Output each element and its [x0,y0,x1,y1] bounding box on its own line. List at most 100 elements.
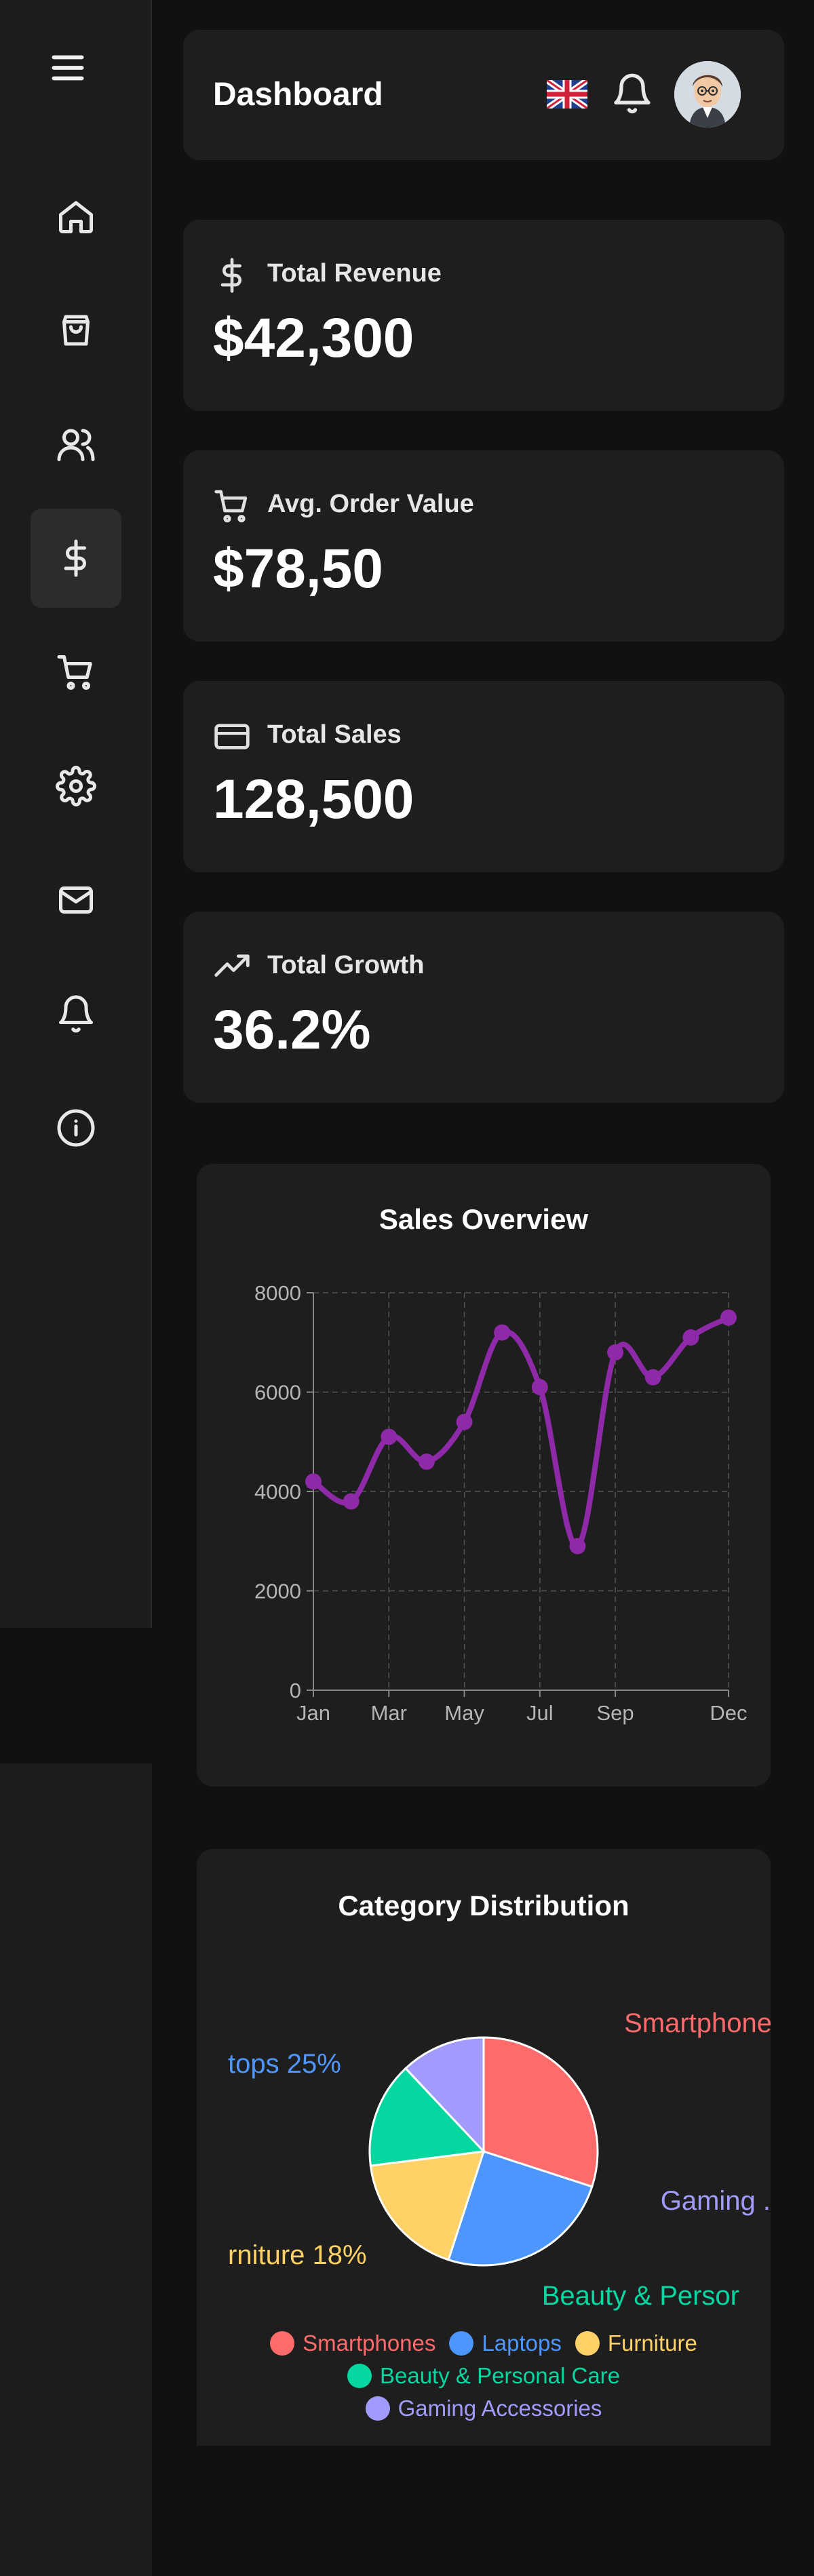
stat-value: $42,300 [213,307,414,369]
chart-title: Category Distribution [338,1890,629,1921]
stat-value: 36.2% [213,999,371,1061]
data-point [682,1329,699,1346]
data-point [607,1344,624,1361]
uk-flag-icon[interactable] [545,77,589,111]
slice-label: tops 25% [228,2049,341,2079]
legend-row: Beauty & Personal Care [197,2363,771,2389]
dollar-icon [213,256,251,294]
data-point [531,1379,548,1396]
data-point [456,1413,473,1430]
legend-row: Smartphones Laptops Furniture [197,2330,771,2356]
users-icon [57,429,95,461]
mail-icon [59,886,93,914]
credit-card-icon [213,718,251,756]
slice-label: Beauty & Persor [542,2281,739,2311]
stat-label: Total Growth [267,951,425,979]
bell-icon [59,995,93,1033]
legend-swatch [575,2331,600,2356]
x-tick-label: Mar [371,1701,407,1725]
data-point [343,1493,360,1510]
sidebar-item-home[interactable] [31,167,121,266]
x-tick-label: Sep [597,1701,634,1725]
legend-item[interactable]: Laptops [449,2330,562,2356]
pie-slice [369,2150,486,2261]
y-tick-label: 2000 [254,1580,301,1603]
legend-label: Laptops [482,2330,562,2356]
category-distribution-card: Category Distribution Smartphone tops 25%… [197,1849,771,2446]
sidebar-item-sales[interactable] [31,509,121,608]
notification-button[interactable] [610,72,654,115]
settings-icon [56,766,96,806]
sidebar-item-users[interactable] [31,395,121,494]
sidebar-item-notifications[interactable] [31,964,121,1063]
legend-label: Beauty & Personal Care [379,2363,621,2388]
y-tick-label: 8000 [254,1281,301,1305]
legend-label: Smartphones [303,2330,436,2356]
legend-swatch [347,2364,372,2388]
legend-swatch [270,2331,295,2356]
slice-label: Smartphone [624,2008,771,2038]
sidebar-item-info[interactable] [31,1078,121,1177]
stat-card-total-revenue: Total Revenue $42,300 [183,220,784,411]
pie-slice [447,2150,594,2267]
stat-label: Total Revenue [267,259,442,288]
stat-label: Total Sales [267,720,402,749]
sales-line-chart: 0 2000 4000 6000 8000 Jan Mar May Jul Sep Dec [254,1281,748,1725]
cart-icon [213,487,251,525]
data-point [381,1428,398,1445]
shopping-bag-icon [62,315,90,346]
data-point [418,1453,435,1470]
data-point [494,1324,511,1341]
x-tick-label: Dec [710,1701,747,1725]
avatar[interactable] [674,61,741,128]
y-tick-label: 0 [290,1679,301,1702]
data-point [644,1369,661,1386]
stat-value: 128,500 [213,768,414,830]
series-line [311,1314,731,1549]
data-point [305,1473,322,1490]
stat-card-total-growth: Total Growth 36.2% [183,912,784,1103]
trending-up-icon [213,948,251,986]
y-tick-label: 6000 [254,1381,301,1405]
legend-item[interactable]: Smartphones [270,2330,435,2356]
cart-icon [57,655,92,690]
stat-value: $78,50 [213,538,383,600]
sidebar-item-orders[interactable] [31,623,121,722]
home-icon [59,201,93,233]
page-title: Dashboard [213,77,383,113]
dollar-icon [64,539,86,577]
slice-label: rniture 18% [228,2240,367,2270]
sidebar-item-settings[interactable] [31,737,121,836]
menu-button[interactable] [41,41,95,95]
legend-item[interactable]: Furniture [575,2330,697,2356]
bell-icon [614,73,651,114]
legend-item[interactable]: Beauty & Personal Care [347,2363,620,2389]
legend-row: Gaming Accessories [197,2396,771,2421]
legend-swatch [449,2331,474,2356]
sidebar-item-products[interactable] [31,281,121,380]
slice-label: Gaming . [661,2186,771,2216]
x-tick-label: Jul [526,1701,554,1725]
legend-label: Furniture [607,2330,697,2356]
data-point [720,1309,737,1326]
sidebar-background [0,1763,152,2576]
x-tick-label: Jan [296,1701,330,1725]
pie-slice [368,2067,486,2167]
y-tick-label: 4000 [254,1480,301,1504]
stat-card-total-sales: Total Sales 128,500 [183,681,784,872]
info-icon [57,1109,95,1147]
x-tick-label: May [444,1701,484,1725]
category-pie-chart: Smartphone tops 25% rniture 18% Beauty & Pe… [228,2008,771,2311]
sidebar-item-messages[interactable] [31,851,121,950]
stat-label: Avg. Order Value [267,490,474,518]
hamburger-menu-icon [52,55,84,81]
stat-card-avg-order-value: Avg. Order Value $78,50 [183,450,784,642]
header: Dashboard [183,30,784,160]
legend-swatch [365,2396,390,2421]
legend-item[interactable]: Gaming Accessories [365,2396,602,2421]
chart-legend: Smartphones Laptops Furniture Beauty & Pers… [197,2330,771,2428]
sales-overview-card: Sales Overview 0 2000 4000 6000 8000 Jan Mar Ma… [197,1164,771,1787]
pie-slice [482,2036,599,2188]
pie-slice [404,2036,485,2154]
data-point [569,1538,586,1555]
